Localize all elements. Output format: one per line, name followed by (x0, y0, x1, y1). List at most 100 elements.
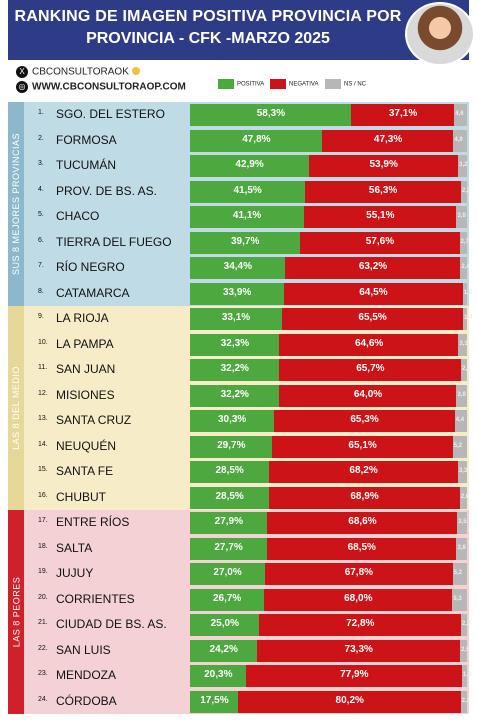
province-name: SGO. DEL ESTERO (56, 107, 165, 121)
stacked-bar: 26,7% 68,0% 5,3 (190, 588, 467, 611)
bar-segment-negative (257, 639, 461, 662)
bar-segment-positive (190, 308, 282, 330)
bar-segment-negative (272, 435, 453, 458)
group-side-band (8, 102, 24, 306)
bar-segment-negative (279, 359, 462, 381)
province-name: CHUBUT (56, 489, 106, 504)
bar-segment-positive (190, 206, 304, 228)
stacked-bar: 34,4% 63,2% 2,4 (190, 257, 470, 279)
stacked-bar: 32,2% 64,0% 3,8 (190, 384, 467, 407)
stacked-bar: 28,5% 68,9% 2,6 (190, 486, 469, 509)
rank-number: 10. (38, 338, 48, 346)
stacked-bar: 41,5% 56,3% 2,2 (190, 180, 471, 203)
province-name: MENDOZA (56, 668, 116, 682)
province-name: JUJUY (56, 566, 94, 580)
province-name: CÓRDOBA (56, 693, 117, 708)
bar-segment-negative (268, 461, 458, 483)
data-label-negative: 57,6% (365, 235, 395, 247)
data-label-negative: 65,5% (358, 312, 387, 323)
bar-segment-negative (259, 614, 461, 636)
bar-segment-positive (190, 639, 258, 662)
data-label-nsnc: 1,4 (464, 315, 473, 321)
group-label: LAS 8 PEORES (8, 510, 24, 714)
bar-segment-positive (190, 129, 323, 152)
data-label-negative: 53,9% (369, 159, 398, 170)
rank-number: 2. (38, 134, 44, 142)
data-label-negative: 65,7% (356, 363, 385, 374)
rank-number: 4. (38, 185, 44, 193)
rank-number: 14. (38, 440, 48, 448)
province-label: 4. PROV. DE BS. AS. (28, 181, 190, 201)
bar-segment-positive (190, 359, 280, 381)
legend-positive: POSITIVA (218, 79, 264, 89)
province-label: 1. SGO. DEL ESTERO (28, 104, 190, 124)
rank-number: 6. (38, 236, 44, 244)
stacked-bar: 32,3% 64,6% 3,1 (190, 333, 468, 356)
stacked-bar: 41,1% 55,1% 3,8 (190, 206, 467, 228)
data-label-negative: 67,8% (344, 567, 374, 578)
group-side-band (8, 306, 24, 510)
data-label-positive: 41,5% (233, 184, 262, 196)
bar-segment-nsnc (452, 435, 467, 458)
province-name: FORMOSA (56, 132, 117, 147)
province-name: LA PAMPA (56, 336, 114, 351)
province-label: 22. SAN LUIS (28, 640, 190, 660)
bar-segment-negative (281, 308, 464, 330)
legend-nsnc-label: NS / NC (344, 81, 367, 88)
rank-number: 5. (38, 211, 44, 218)
data-label-negative: 63,2% (358, 261, 388, 272)
bar-segment-nsnc (452, 588, 467, 611)
data-label-nsnc: 4,6 (455, 111, 464, 117)
province-label: 23. MENDOZA (28, 665, 190, 685)
province-label: 24. CÓRDOBA (28, 691, 190, 711)
rank-number: 7. (38, 262, 44, 269)
data-label-nsnc: 3,5 (458, 519, 467, 525)
globe-icon: ◎ (16, 81, 28, 93)
bar-segment-nsnc (457, 461, 467, 483)
bar-segment-nsnc (459, 486, 467, 509)
data-label-nsnc: 1,6 (463, 289, 472, 296)
data-label-positive: 27,7% (214, 541, 243, 553)
data-label-positive: 25,0% (210, 618, 239, 629)
bar-segment-nsnc (460, 257, 467, 279)
stacked-bar: 29,7% 65,1% 5,2 (190, 435, 467, 458)
data-label-nsnc: 5,2 (453, 442, 462, 449)
province-label: 17. ENTRE RÍOS (28, 512, 190, 532)
data-label-positive: 41,1% (232, 210, 262, 221)
group-label: SUS 8 MEJORES PROVINCIAS (8, 102, 24, 306)
bar-segment-nsnc (458, 155, 467, 177)
province-name: CHACO (56, 209, 100, 223)
bar-segment-positive (190, 104, 352, 126)
province-label: 12. MISIONES (28, 385, 190, 405)
bar-segment-negative (246, 665, 462, 687)
province-name: SAN LUIS (56, 642, 111, 657)
x-handle-row: X CBCONSULTORAOK (16, 66, 140, 78)
data-label-positive: 32,2% (220, 363, 249, 374)
stacked-bar: 39,7% 57,6% 2,7 (190, 231, 469, 254)
group-label-text: LAS 8 PEORES (11, 576, 21, 648)
stacked-bar: 58,3% 37,1% 4,6 (190, 104, 467, 126)
province-name: SAN JUAN (56, 362, 116, 376)
rank-number: 1. (38, 109, 44, 116)
bar-segment-positive (190, 180, 305, 203)
data-label-positive: 58,3% (256, 108, 286, 119)
province-label: 11. SAN JUAN (28, 359, 190, 379)
data-label-positive: 28,5% (215, 490, 244, 502)
province-name: MISIONES (56, 387, 115, 402)
data-label-positive: 28,5% (215, 465, 244, 476)
x-logo-icon: X (16, 66, 28, 78)
data-label-nsnc: 2,7 (460, 238, 469, 245)
stacked-bar: 33,1% 65,5% 1,4 (190, 308, 472, 330)
data-label-positive: 33,9% (222, 286, 252, 298)
legend-nsnc: NS / NC (325, 79, 366, 89)
data-label-negative: 64,5% (359, 286, 388, 298)
stacked-bar: 32,2% 65,7% 2,1 (190, 359, 471, 381)
rank-number: 21. (38, 619, 48, 626)
data-label-nsnc: 2,1 (462, 366, 471, 372)
data-label-nsnc: 2,2 (461, 187, 471, 194)
bar-segment-nsnc (453, 129, 467, 152)
data-label-positive: 32,2% (220, 388, 249, 400)
stacked-bar: 27,0% 67,8% 5,2 (190, 563, 467, 585)
data-label-nsnc: 3,8 (457, 213, 466, 219)
province-label: 9. LA RIOJA (28, 308, 190, 328)
